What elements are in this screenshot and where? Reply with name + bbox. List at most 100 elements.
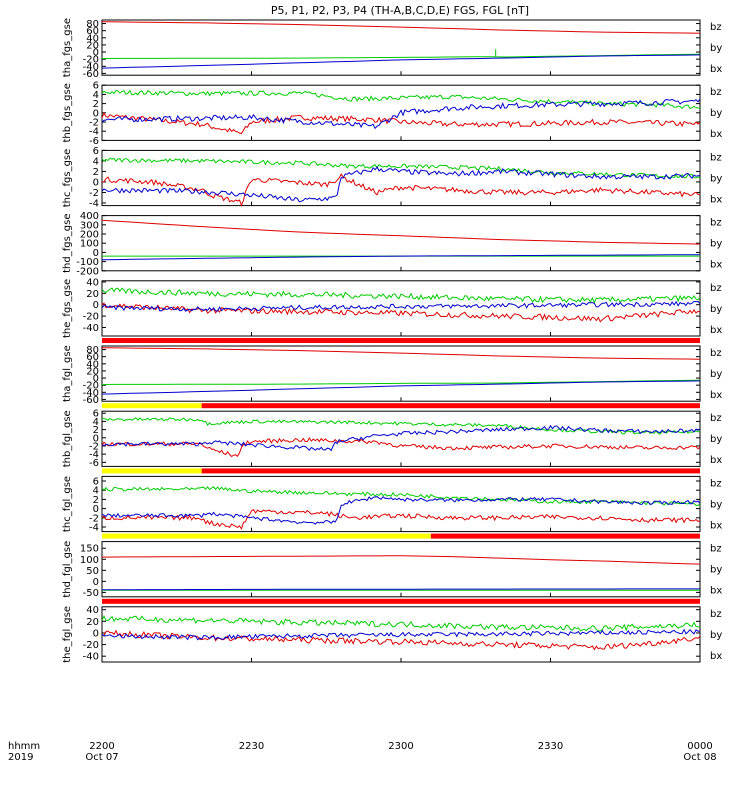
ytick-label: -20: [83, 640, 99, 651]
ytick-label: -40: [83, 652, 99, 663]
ytick-label: 150: [80, 544, 99, 555]
legend-bz: bz: [710, 218, 722, 229]
series-bx: [101, 166, 701, 203]
legend-by: by: [710, 239, 722, 250]
series-bz: [101, 302, 701, 323]
series-bz: [101, 437, 701, 458]
quality-bar-yellow: [102, 403, 202, 409]
ytick-label: 6: [93, 81, 99, 92]
legend-bx: bx: [710, 129, 722, 140]
panel-ylabel: tha_fgl_gse: [62, 345, 73, 402]
legend-bz: bz: [710, 544, 722, 555]
legend-bx: bx: [710, 651, 722, 662]
quality-bar-red: [102, 338, 700, 343]
legend-bx: bx: [710, 455, 722, 466]
ytick-label: 20: [86, 289, 99, 300]
panel-ylabel: thd_fgl_gse: [62, 541, 73, 598]
panel-ylabel: the_fgs_gse: [62, 279, 73, 338]
ytick-label: 2: [93, 495, 99, 506]
series-bz: [101, 111, 701, 135]
ytick-label: -4: [89, 523, 99, 534]
ytick-label: 0: [93, 108, 99, 119]
ytick-label: -20: [83, 55, 99, 66]
ytick-label: 2: [93, 425, 99, 436]
series-bz: [101, 173, 701, 207]
panel-ylabel: thb_fgl_gse: [62, 410, 73, 467]
legend-by: by: [710, 43, 722, 54]
series-bz: [101, 347, 701, 360]
series-bz: [101, 508, 701, 530]
series-by: [101, 485, 701, 507]
panel-ylabel: tha_fgs_gse: [62, 18, 73, 77]
legend-bz: bz: [710, 413, 722, 424]
series-bx: [101, 254, 701, 261]
ytick-label: -4: [89, 198, 99, 209]
quality-bar-yellow: [102, 468, 202, 474]
ytick-label: -6: [89, 458, 99, 469]
ytick-label: 400: [80, 211, 99, 222]
panel-frame: [101, 19, 701, 76]
quality-bar-red: [201, 468, 700, 474]
legend-bz: bz: [710, 87, 722, 98]
ytick-label: 0: [93, 577, 99, 588]
ytick-label: 80: [86, 345, 99, 356]
ytick-label: 0: [93, 48, 99, 59]
date-label-end: Oct 08: [683, 752, 716, 763]
ytick-label: 40: [86, 33, 99, 44]
legend-bx: bx: [710, 586, 722, 597]
time-axis: hhmm 2019 2200 2230 2300 2330 0000 Oct 07 Oct …: [8, 741, 717, 763]
legend-bx: bx: [710, 325, 722, 336]
panel-frame: [101, 345, 701, 402]
ytick-label: 0: [93, 300, 99, 311]
legend-by: by: [710, 499, 722, 510]
legend-bz: bz: [710, 609, 722, 620]
legend-bx: bx: [710, 194, 722, 205]
legend-bx: bx: [710, 390, 722, 401]
ytick-label: 50: [86, 566, 99, 577]
series-bz: [101, 629, 701, 651]
ytick-label: -40: [83, 323, 99, 334]
panel-frame: [101, 475, 701, 533]
ytick-label: 4: [93, 90, 99, 101]
legend-by: by: [710, 434, 722, 445]
legend-bx: bx: [710, 64, 722, 75]
time-axis-label-year: 2019: [8, 752, 33, 763]
series-by: [101, 89, 701, 110]
ytick-label: 40: [86, 359, 99, 370]
panel-ylabel: thb_fgs_gse: [62, 83, 73, 142]
ytick-label: 0: [93, 628, 99, 639]
legend-bz: bz: [710, 478, 722, 489]
time-tick-label: 2200: [89, 741, 114, 752]
quality-bar-red: [430, 533, 700, 539]
ytick-label: 20: [86, 40, 99, 51]
ytick-label: 4: [93, 486, 99, 497]
series-by: [101, 287, 701, 304]
ytick-label: 20: [86, 617, 99, 628]
ytick-label: 0: [93, 374, 99, 385]
time-tick-label: 2330: [538, 741, 563, 752]
series-bx: [101, 380, 701, 395]
ytick-label: -40: [83, 388, 99, 399]
ytick-label: 40: [86, 605, 99, 616]
quality-bar-red: [102, 598, 700, 604]
series-bx: [101, 495, 701, 525]
ytick-label: 200: [80, 230, 99, 241]
legend-bz: bz: [710, 22, 722, 33]
ytick-label: -20: [83, 312, 99, 323]
ytick-label: 6: [93, 146, 99, 157]
ytick-label: 300: [80, 220, 99, 231]
series-bz: [101, 21, 701, 34]
legend-bz: bz: [710, 152, 722, 163]
ytick-label: 2: [93, 167, 99, 178]
ytick-label: -2: [89, 188, 99, 199]
ytick-label: -100: [76, 257, 99, 268]
ytick-label: -4: [89, 450, 99, 461]
date-label-start: Oct 07: [85, 752, 118, 763]
series-bx: [101, 98, 701, 130]
